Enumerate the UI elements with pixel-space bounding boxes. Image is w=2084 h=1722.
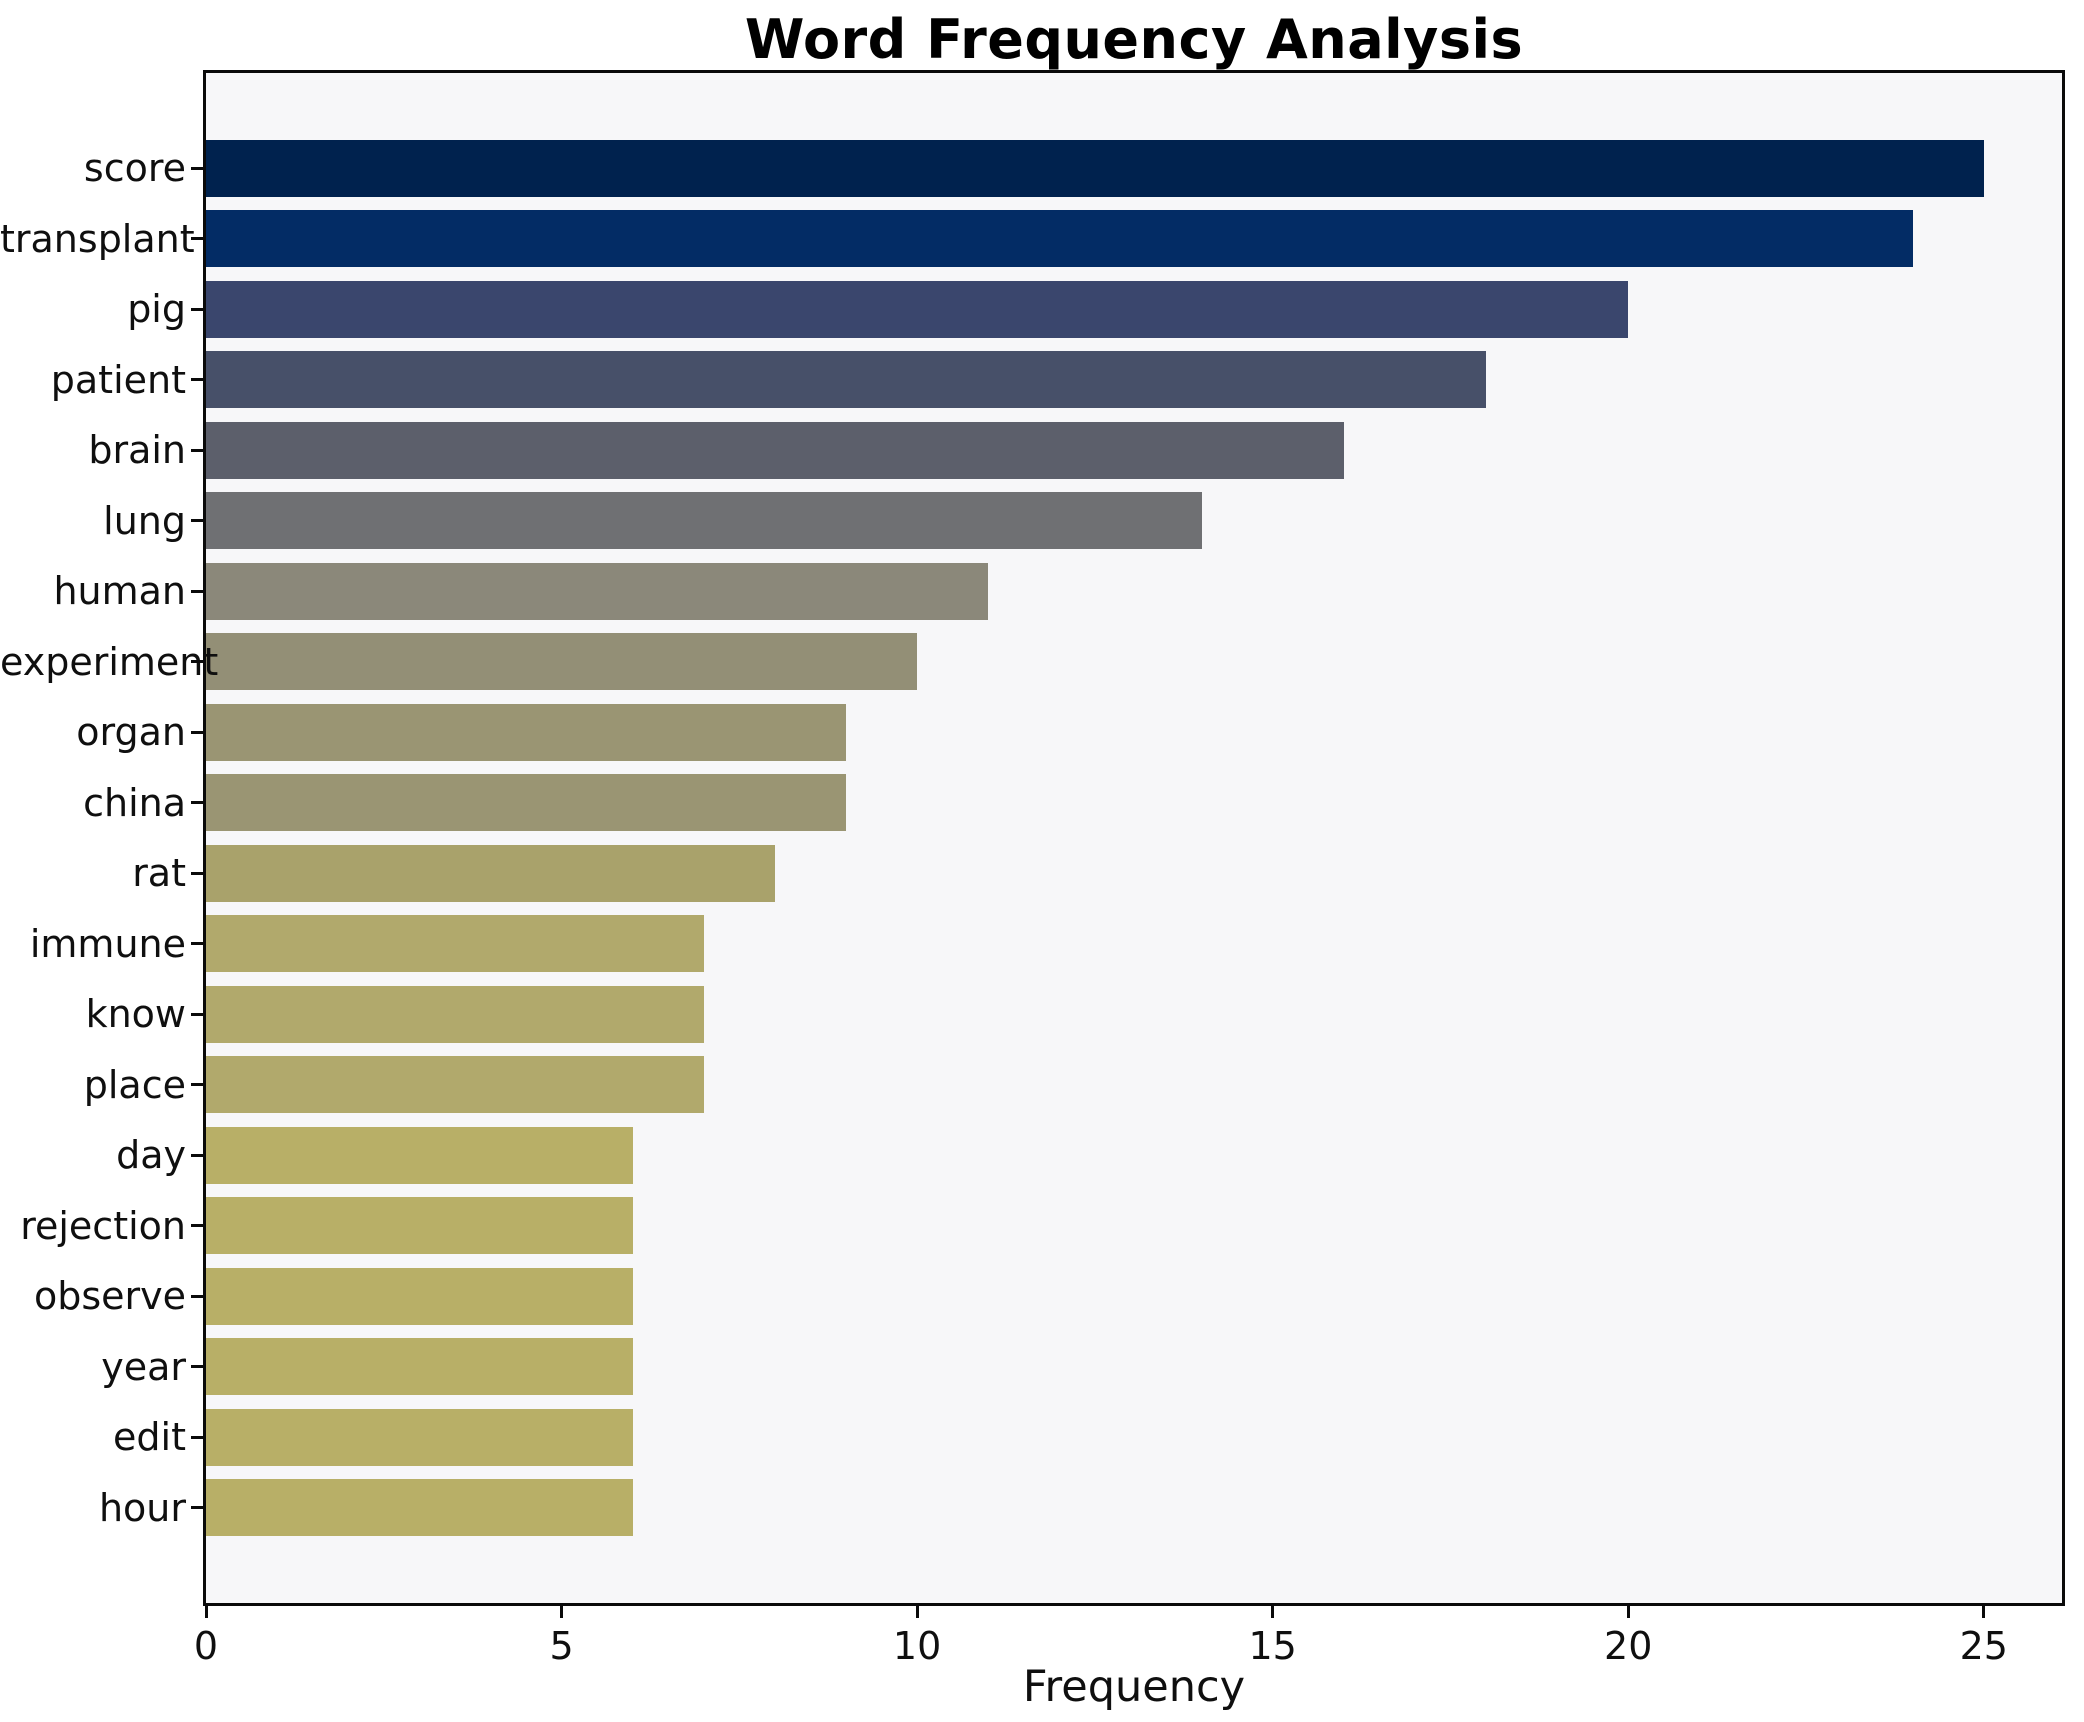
y-tick-label-know: know: [85, 992, 186, 1037]
y-tick-mark: [191, 1224, 203, 1228]
y-tick-label-rat: rat: [132, 851, 186, 896]
y-tick-mark: [191, 871, 203, 875]
y-tick-label-hour: hour: [98, 1485, 186, 1530]
y-tick-mark: [191, 307, 203, 311]
y-tick-label-brain: brain: [88, 428, 186, 473]
y-tick-mark: [191, 1294, 203, 1298]
y-tick-label-organ: organ: [76, 710, 186, 755]
y-tick-label-patient: patient: [50, 357, 186, 402]
plot-area: [203, 70, 2065, 1606]
y-tick-label-pig: pig: [127, 287, 186, 332]
y-tick-label-experiment: experiment: [0, 639, 219, 684]
y-tick-mark: [191, 1153, 203, 1157]
y-tick-label-observe: observe: [33, 1274, 186, 1319]
y-tick-mark: [191, 942, 203, 946]
y-tick-label-edit: edit: [113, 1415, 186, 1460]
x-tick-mark: [1982, 1606, 1986, 1618]
y-tick-mark: [191, 1435, 203, 1439]
y-tick-label-transplant: transplant: [0, 216, 195, 261]
x-tick-mark: [560, 1606, 564, 1618]
y-tick-mark: [191, 660, 203, 664]
y-tick-label-score: score: [83, 146, 186, 190]
y-tick-label-place: place: [83, 1062, 186, 1107]
chart-title: Word Frequency Analysis: [744, 8, 1524, 71]
y-tick-mark: [191, 801, 203, 805]
y-tick-mark: [191, 519, 203, 523]
y-tick-label-rejection: rejection: [20, 1203, 186, 1248]
y-tick-mark: [191, 1012, 203, 1016]
y-tick-mark: [191, 378, 203, 382]
y-tick-mark: [191, 448, 203, 452]
y-tick-mark: [191, 1365, 203, 1369]
x-tick-mark: [915, 1606, 919, 1618]
y-tick-mark: [191, 730, 203, 734]
y-tick-label-human: human: [53, 569, 186, 614]
y-tick-label-day: day: [116, 1133, 186, 1178]
y-tick-mark: [191, 1083, 203, 1087]
y-tick-label-immune: immune: [29, 921, 186, 966]
x-tick-mark: [1626, 1606, 1630, 1618]
x-axis-title: Frequency: [1022, 1662, 1246, 1712]
y-tick-label-lung: lung: [103, 498, 186, 543]
y-tick-mark: [191, 166, 203, 170]
x-tick-mark: [1271, 1606, 1275, 1618]
y-tick-mark: [191, 237, 203, 241]
x-tick-mark: [204, 1606, 208, 1618]
y-tick-label-year: year: [101, 1344, 186, 1389]
y-tick-mark: [191, 1506, 203, 1510]
y-tick-label-china: china: [83, 780, 186, 825]
y-tick-mark: [191, 589, 203, 593]
